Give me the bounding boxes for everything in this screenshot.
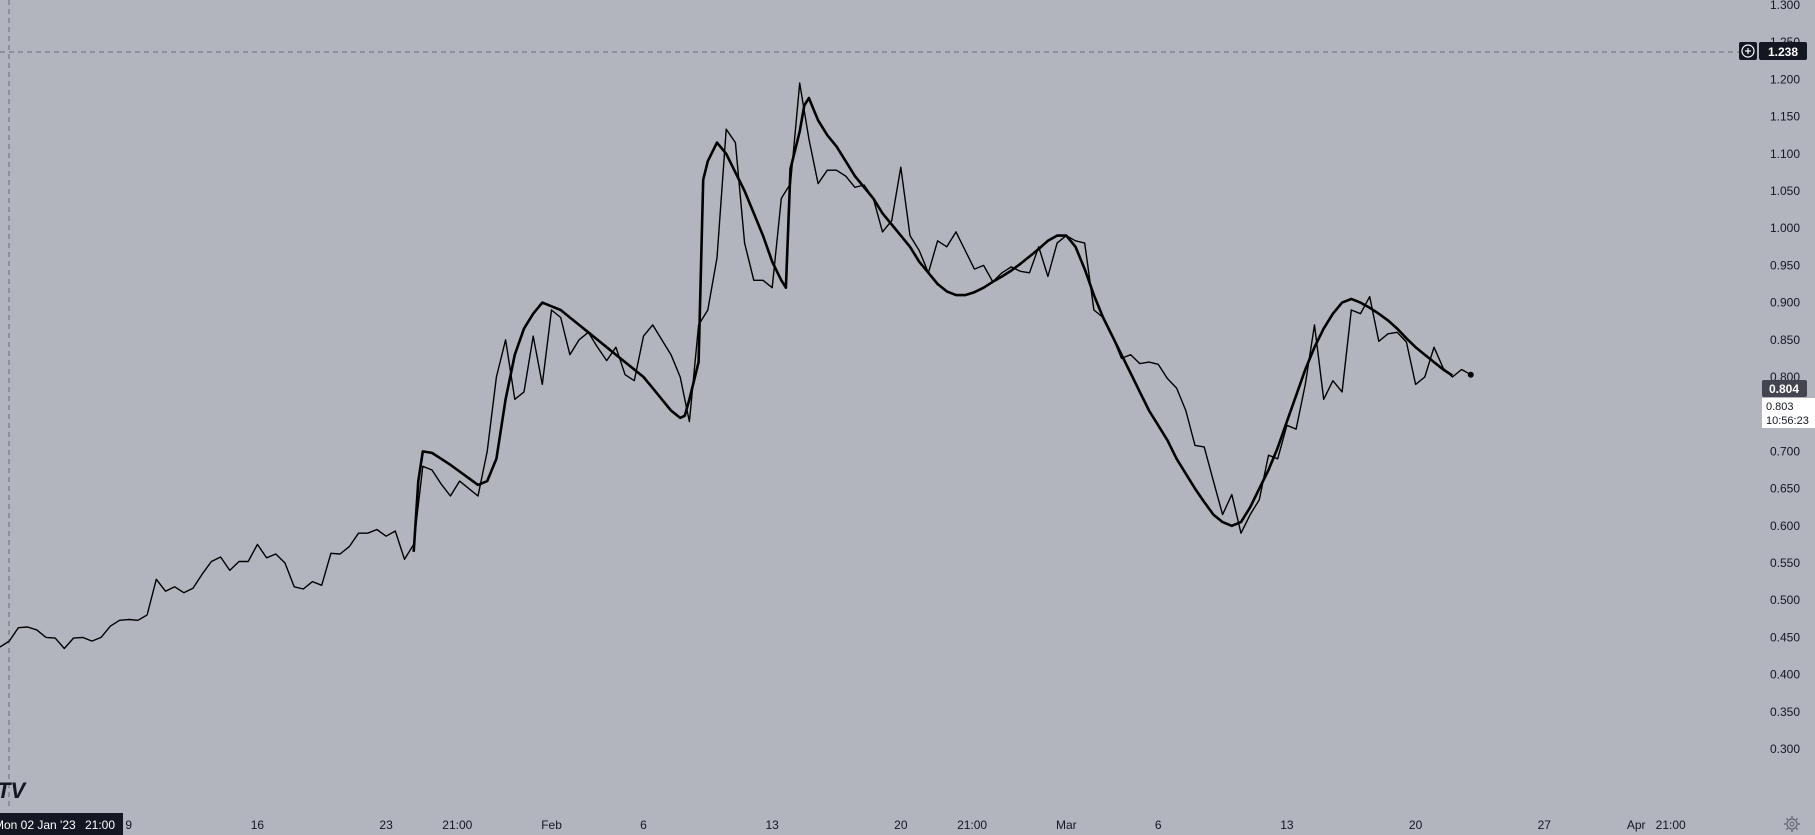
x-tick-label: 6 — [1155, 818, 1162, 832]
y-tick-label: 1.100 — [1770, 147, 1800, 161]
x-tick-label: Apr — [1627, 818, 1646, 832]
x-tick-label: 20 — [1409, 818, 1423, 832]
y-tick-label: 0.350 — [1770, 705, 1800, 719]
y-tick-label: 0.300 — [1770, 742, 1800, 756]
x-tick-label: 9 — [125, 818, 132, 832]
y-tick-label: 0.600 — [1770, 519, 1800, 533]
x-tick-label: 16 — [251, 818, 265, 832]
last-close-box: 0.803 10:56:23 — [1762, 398, 1815, 428]
last-price-badge: 0.804 — [1762, 380, 1807, 397]
y-tick-label: 0.500 — [1770, 593, 1800, 607]
y-tick-label: 0.950 — [1770, 258, 1800, 272]
x-tick-label: Feb — [541, 818, 562, 832]
y-tick-label: 0.650 — [1770, 482, 1800, 496]
crosshair-price-badge: 1.238 — [1739, 42, 1807, 60]
gear-icon[interactable] — [1784, 816, 1800, 832]
y-tick-label: 0.900 — [1770, 296, 1800, 310]
y-tick-label: 0.450 — [1770, 630, 1800, 644]
last-close-value: 0.803 — [1766, 401, 1794, 413]
last-price-value: 0.804 — [1769, 382, 1799, 396]
series-line-2 — [412, 96, 1454, 552]
series-layer — [0, 82, 1472, 650]
y-tick-label: 1.150 — [1770, 110, 1800, 124]
last-point-marker — [1467, 371, 1474, 378]
x-tick-label: 6 — [640, 818, 647, 832]
crosshair-time-value: 21:00 — [85, 818, 115, 832]
y-tick-label: 0.850 — [1770, 333, 1800, 347]
candle-countdown: 10:56:23 — [1766, 415, 1809, 427]
x-tick-label: 27 — [1538, 818, 1552, 832]
price-axis[interactable]: 1.3001.2501.2001.1501.1001.0501.0000.950… — [1770, 0, 1800, 756]
y-tick-label: 0.700 — [1770, 444, 1800, 458]
y-tick-label: 1.000 — [1770, 221, 1800, 235]
crosshair-date-value: Mon 02 Jan '23 — [0, 818, 76, 832]
x-tick-label: Mar — [1056, 818, 1077, 832]
x-tick-label: 21:00 — [1656, 818, 1686, 832]
y-tick-label: 0.550 — [1770, 556, 1800, 570]
x-tick-label: 21:00 — [442, 818, 472, 832]
x-tick-label: 23 — [379, 818, 393, 832]
crosshair-price-value: 1.238 — [1768, 45, 1798, 59]
crosshair-date-badge: Mon 02 Jan '23 21:00 — [0, 813, 123, 835]
x-tick-label: 13 — [765, 818, 779, 832]
y-tick-label: 1.300 — [1770, 0, 1800, 12]
plus-circle-icon[interactable] — [1741, 44, 1755, 58]
x-tick-label: 21:00 — [957, 818, 987, 832]
x-tick-label: 20 — [894, 818, 908, 832]
y-tick-label: 1.050 — [1770, 184, 1800, 198]
time-axis[interactable]: 9 16 23 21:00 Feb 6 13 20 21:00 Mar 6 13 20 27 Apr 21:0… — [125, 818, 1686, 832]
y-tick-label: 0.400 — [1770, 668, 1800, 682]
tv-logo: TV — [0, 778, 27, 803]
series-line-1 — [0, 82, 1472, 650]
x-tick-label: 13 — [1280, 818, 1294, 832]
y-tick-label: 1.200 — [1770, 72, 1800, 86]
